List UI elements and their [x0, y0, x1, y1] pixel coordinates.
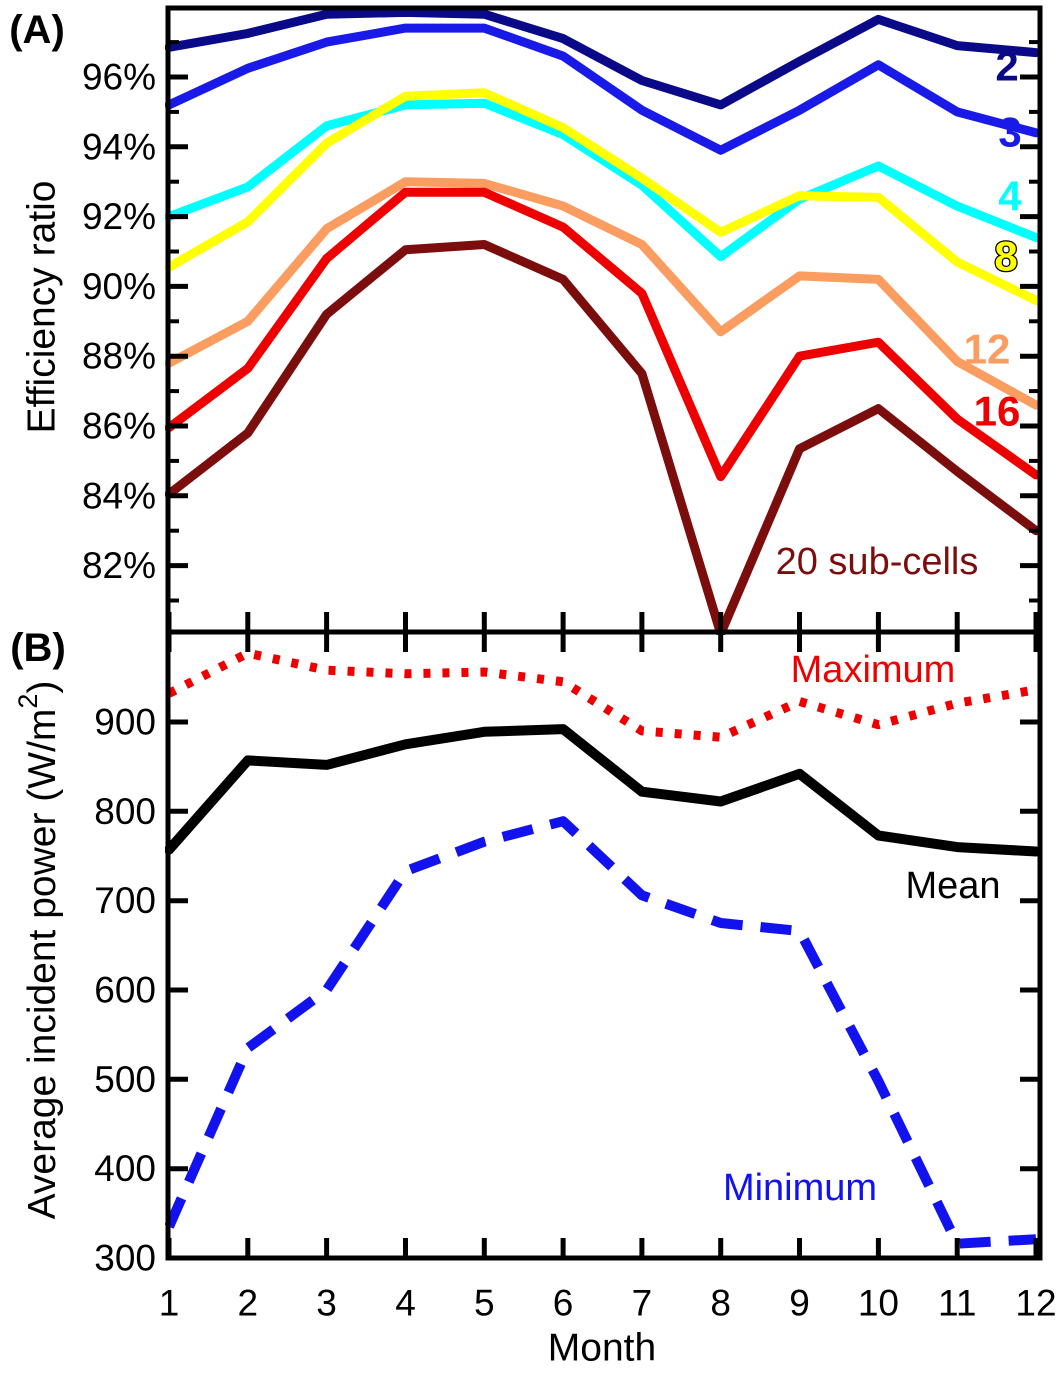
- line-12-sub-cells: [165, 177, 1041, 410]
- x-tick-label: 7: [632, 1283, 653, 1324]
- panel-b-ylabel: Average incident power (W/m2): [13, 681, 64, 1220]
- line-3-sub-cells: [165, 23, 1041, 155]
- line-2-sub-cells: [165, 7, 1041, 110]
- x-tick-label: 3: [316, 1283, 337, 1324]
- y-tick-label: 900: [94, 702, 156, 743]
- y-tick-label: 88%: [82, 336, 156, 377]
- y-tick-label: 96%: [82, 57, 156, 98]
- x-tick-label: 6: [553, 1283, 574, 1324]
- line-Mean: [165, 724, 1041, 857]
- x-tick-label: 1: [159, 1283, 180, 1324]
- x-tick-label: 5: [474, 1283, 495, 1324]
- panel-b-plot: [165, 648, 1041, 1249]
- line-8-sub-cells: [165, 88, 1041, 305]
- x-tick-label: 2: [238, 1283, 259, 1324]
- panel-a-axes: 82% 84% 86% 88% 90% 92% 94% 96%: [82, 5, 1043, 635]
- series-label-Maximum: Maximum: [791, 649, 956, 691]
- x-tick-label: 11: [938, 1283, 976, 1324]
- panel-a-tag: (A): [9, 8, 65, 52]
- series-label-2-sub-cells: 2: [995, 43, 1018, 90]
- x-tick-label: 8: [710, 1283, 731, 1324]
- y-tick-label: 86%: [82, 406, 156, 447]
- series-label-3-sub-cells: 3: [998, 109, 1021, 156]
- y-tick-label: 82%: [82, 545, 156, 586]
- panel-b-ylabel-superscript: 2: [13, 694, 43, 709]
- y-tick-label: 400: [94, 1148, 156, 1189]
- panel-a-series-labels: 2 3 4 8 12 16 20 sub-cells: [776, 43, 1023, 584]
- y-tick-label: 94%: [82, 126, 156, 167]
- panel-b-series-labels: Maximum Mean Minimum: [723, 649, 1001, 1209]
- series-label-20-sub-cells: 20 sub-cells: [776, 541, 979, 583]
- y-tick-label: 84%: [82, 475, 156, 516]
- panel-a-plot: [165, 7, 1041, 635]
- y-tick-label: 90%: [82, 266, 156, 307]
- line-4-sub-cells: [165, 98, 1041, 262]
- y-tick-label: 500: [94, 1059, 156, 1100]
- x-tick-label: 10: [858, 1283, 899, 1324]
- panel-frame: [165, 629, 1043, 1261]
- y-tick-label: 600: [94, 970, 156, 1011]
- panel-b-ylabel-suffix: ): [21, 681, 64, 694]
- x-tick-label: 4: [395, 1283, 416, 1324]
- x-tick-label: 9: [789, 1283, 810, 1324]
- y-tick-label: 800: [94, 791, 156, 832]
- series-label-4-sub-cells: 4: [998, 173, 1022, 220]
- line-16-sub-cells: [165, 187, 1041, 482]
- y-tick-label: 92%: [82, 196, 156, 237]
- panel-b-ylabel-prefix: Average incident power (W/m: [21, 709, 64, 1220]
- x-axis-title: Month: [548, 1327, 656, 1370]
- panel-b-tag: (B): [10, 626, 66, 670]
- series-label-Mean: Mean: [905, 865, 1000, 907]
- line-Minimum: [165, 816, 1037, 1249]
- line-Maximum: [166, 648, 1037, 742]
- series-label-16-sub-cells: 16: [974, 388, 1021, 435]
- series-label-12-sub-cells: 12: [964, 326, 1011, 373]
- panel-a-ylabel: Efficiency ratio: [21, 181, 64, 434]
- y-tick-label: 700: [94, 880, 156, 921]
- series-label-Minimum: Minimum: [723, 1167, 877, 1209]
- x-tick-label: 12: [1015, 1283, 1056, 1324]
- series-label-8-sub-cells: 8: [994, 233, 1017, 280]
- panel-frame: [165, 5, 1043, 635]
- line-20-sub-cells: [165, 240, 1041, 635]
- y-tick-label: 300: [94, 1238, 156, 1279]
